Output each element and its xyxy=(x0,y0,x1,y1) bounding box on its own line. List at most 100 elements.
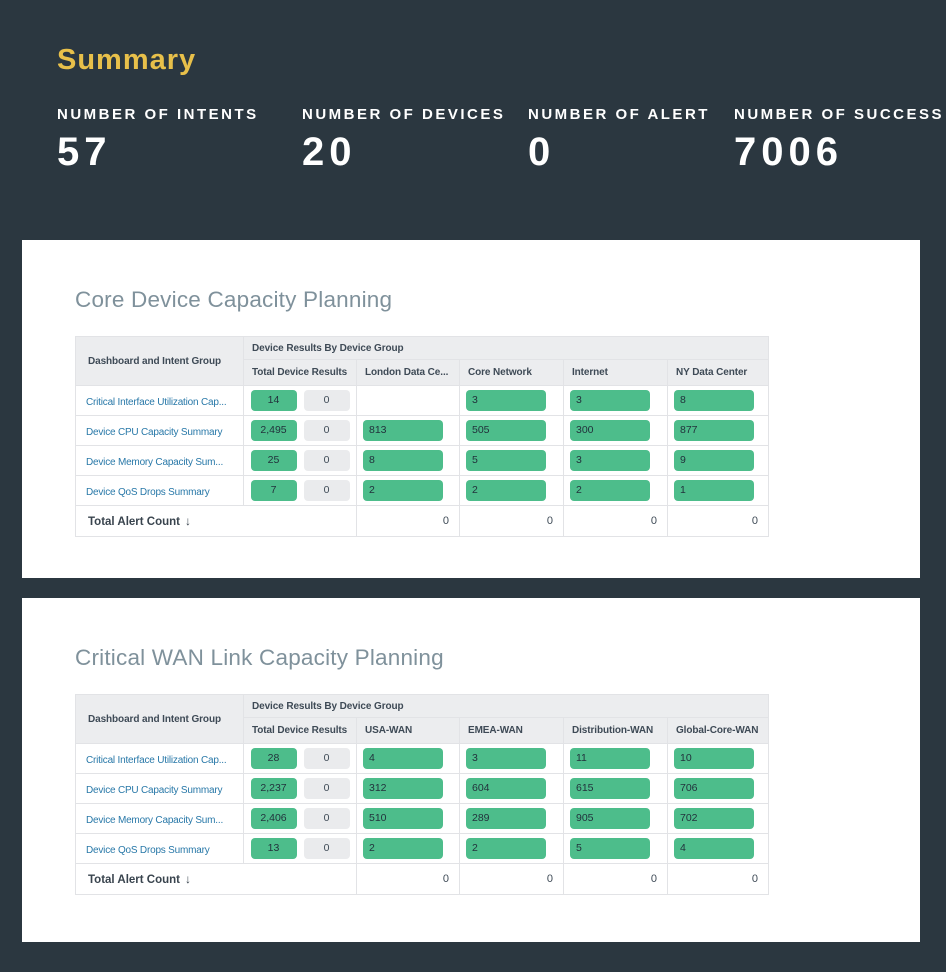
device-group-cell: 312 xyxy=(356,773,460,804)
result-count-bar[interactable]: 8 xyxy=(363,450,443,471)
intent-link[interactable]: Device QoS Drops Summary xyxy=(86,844,210,856)
result-count-bar[interactable]: 604 xyxy=(466,778,546,799)
total-results-cell: 28 0 xyxy=(243,743,357,774)
result-count-bar[interactable]: 312 xyxy=(363,778,443,799)
result-count-bar[interactable]: 10 xyxy=(674,748,754,769)
device-group-cell: 3 xyxy=(563,385,668,416)
result-count-bar[interactable]: 1 xyxy=(674,480,754,501)
column-header: Internet xyxy=(563,359,668,386)
device-group-cell: 8 xyxy=(356,445,460,476)
column-header: EMEA-WAN xyxy=(459,717,564,744)
result-count-bar[interactable]: 11 xyxy=(570,748,650,769)
alert-total-value: 0 xyxy=(563,863,668,895)
total-alert-count-label: Total Alert Count xyxy=(88,874,180,886)
intent-cell: Device Memory Capacity Sum... xyxy=(75,803,244,834)
total-count-badge[interactable]: 2,237 xyxy=(250,778,297,799)
total-alert-count-sort[interactable]: Total Alert Count ↓ xyxy=(75,505,357,537)
card-core-device-capacity: Core Device Capacity Planning Dashboard … xyxy=(22,240,920,578)
intent-link[interactable]: Critical Interface Utilization Cap... xyxy=(86,396,227,408)
capacity-table-container: Dashboard and Intent Group Device Results… xyxy=(75,694,867,895)
total-count-badge[interactable]: 25 xyxy=(250,450,297,471)
intent-cell: Device QoS Drops Summary xyxy=(75,833,244,864)
result-count-bar[interactable]: 8 xyxy=(674,390,754,411)
result-count-bar[interactable]: 905 xyxy=(570,808,650,829)
result-count-bar[interactable]: 4 xyxy=(363,748,443,769)
sort-descending-icon[interactable]: ↓ xyxy=(185,514,191,528)
result-count-bar[interactable]: 615 xyxy=(570,778,650,799)
total-count-badge[interactable]: 14 xyxy=(250,390,297,411)
total-results-cell: 2,406 0 xyxy=(243,803,357,834)
alert-count-badge[interactable]: 0 xyxy=(303,838,350,859)
intent-link[interactable]: Device QoS Drops Summary xyxy=(86,486,210,498)
device-group-cell: 5 xyxy=(563,833,668,864)
total-results-cell: 14 0 xyxy=(243,385,357,416)
result-count-bar[interactable]: 3 xyxy=(466,390,546,411)
result-count-bar[interactable]: 813 xyxy=(363,420,443,441)
dashboard-page: Summary NUMBER OF INTENTS 57 NUMBER OF D… xyxy=(22,44,946,942)
result-count-bar[interactable]: 702 xyxy=(674,808,754,829)
summary-stats: NUMBER OF INTENTS 57 NUMBER OF DEVICES 2… xyxy=(57,106,946,172)
result-count-bar[interactable]: 2 xyxy=(466,480,546,501)
total-count-badge[interactable]: 2,495 xyxy=(250,420,297,441)
intent-row: Device CPU Capacity Summary 2,495 0 813 505 3… xyxy=(75,415,769,446)
result-count-bar[interactable]: 4 xyxy=(674,838,754,859)
sort-descending-icon[interactable]: ↓ xyxy=(185,872,191,886)
result-count-bar[interactable]: 2 xyxy=(363,838,443,859)
device-group-cell: 3 xyxy=(459,743,564,774)
total-results-cell: 2,495 0 xyxy=(243,415,357,446)
intent-link[interactable]: Device CPU Capacity Summary xyxy=(86,426,223,438)
total-count-badge[interactable]: 7 xyxy=(250,480,297,501)
total-count-badge[interactable]: 13 xyxy=(250,838,297,859)
result-count-bar[interactable]: 2 xyxy=(466,838,546,859)
result-count-bar[interactable]: 300 xyxy=(570,420,650,441)
stat-label: NUMBER OF DEVICES xyxy=(302,106,506,123)
device-group-cell: 813 xyxy=(356,415,460,446)
alert-total-value: 0 xyxy=(563,505,668,537)
result-count-bar[interactable]: 505 xyxy=(466,420,546,441)
device-group-cell: 510 xyxy=(356,803,460,834)
total-alert-count-sort[interactable]: Total Alert Count ↓ xyxy=(75,863,357,895)
result-count-bar[interactable]: 3 xyxy=(570,390,650,411)
device-group-cell: 706 xyxy=(667,773,769,804)
intent-link[interactable]: Critical Interface Utilization Cap... xyxy=(86,754,227,766)
result-count-bar[interactable]: 3 xyxy=(466,748,546,769)
device-group-cell: 604 xyxy=(459,773,564,804)
device-group-cell: 5 xyxy=(459,445,564,476)
result-count-bar[interactable]: 877 xyxy=(674,420,754,441)
alert-count-badge[interactable]: 0 xyxy=(303,748,350,769)
alert-total-value: 0 xyxy=(356,505,460,537)
result-count-bar[interactable]: 706 xyxy=(674,778,754,799)
result-count-bar[interactable]: 510 xyxy=(363,808,443,829)
device-group-cell: 905 xyxy=(563,803,668,834)
result-count-bar[interactable]: 2 xyxy=(363,480,443,501)
result-count-bar[interactable]: 3 xyxy=(570,450,650,471)
device-group-cell: 877 xyxy=(667,415,769,446)
alert-count-badge[interactable]: 0 xyxy=(303,420,350,441)
intent-row: Device QoS Drops Summary 7 0 2 2 2 1 xyxy=(75,475,769,506)
result-count-bar[interactable]: 5 xyxy=(466,450,546,471)
stat-label: NUMBER OF SUCCESS xyxy=(734,106,945,123)
total-count-badge[interactable]: 2,406 xyxy=(250,808,297,829)
intent-row: Critical Interface Utilization Cap... 14 0… xyxy=(75,385,769,416)
intent-link[interactable]: Device Memory Capacity Sum... xyxy=(86,814,224,826)
alert-count-badge[interactable]: 0 xyxy=(303,450,350,471)
alert-count-badge[interactable]: 0 xyxy=(303,808,350,829)
stat-value: 20 xyxy=(302,130,357,174)
result-count-bar[interactable]: 289 xyxy=(466,808,546,829)
total-count-badge[interactable]: 28 xyxy=(250,748,297,769)
alert-count-badge[interactable]: 0 xyxy=(303,480,350,501)
intent-link[interactable]: Device Memory Capacity Sum... xyxy=(86,456,224,468)
alert-count-badge[interactable]: 0 xyxy=(303,390,350,411)
result-count-bar[interactable]: 2 xyxy=(570,480,650,501)
intent-link[interactable]: Device CPU Capacity Summary xyxy=(86,784,223,796)
group-header: Device Results By Device Group xyxy=(243,694,769,718)
result-count-bar[interactable]: 5 xyxy=(570,838,650,859)
column-header: Total Device Results xyxy=(243,359,357,386)
alert-count-badge[interactable]: 0 xyxy=(303,778,350,799)
total-alert-count-label: Total Alert Count xyxy=(88,516,180,528)
result-count-bar[interactable]: 9 xyxy=(674,450,754,471)
alert-total-value: 0 xyxy=(459,863,564,895)
device-group-cell: 615 xyxy=(563,773,668,804)
device-group-cell: 300 xyxy=(563,415,668,446)
